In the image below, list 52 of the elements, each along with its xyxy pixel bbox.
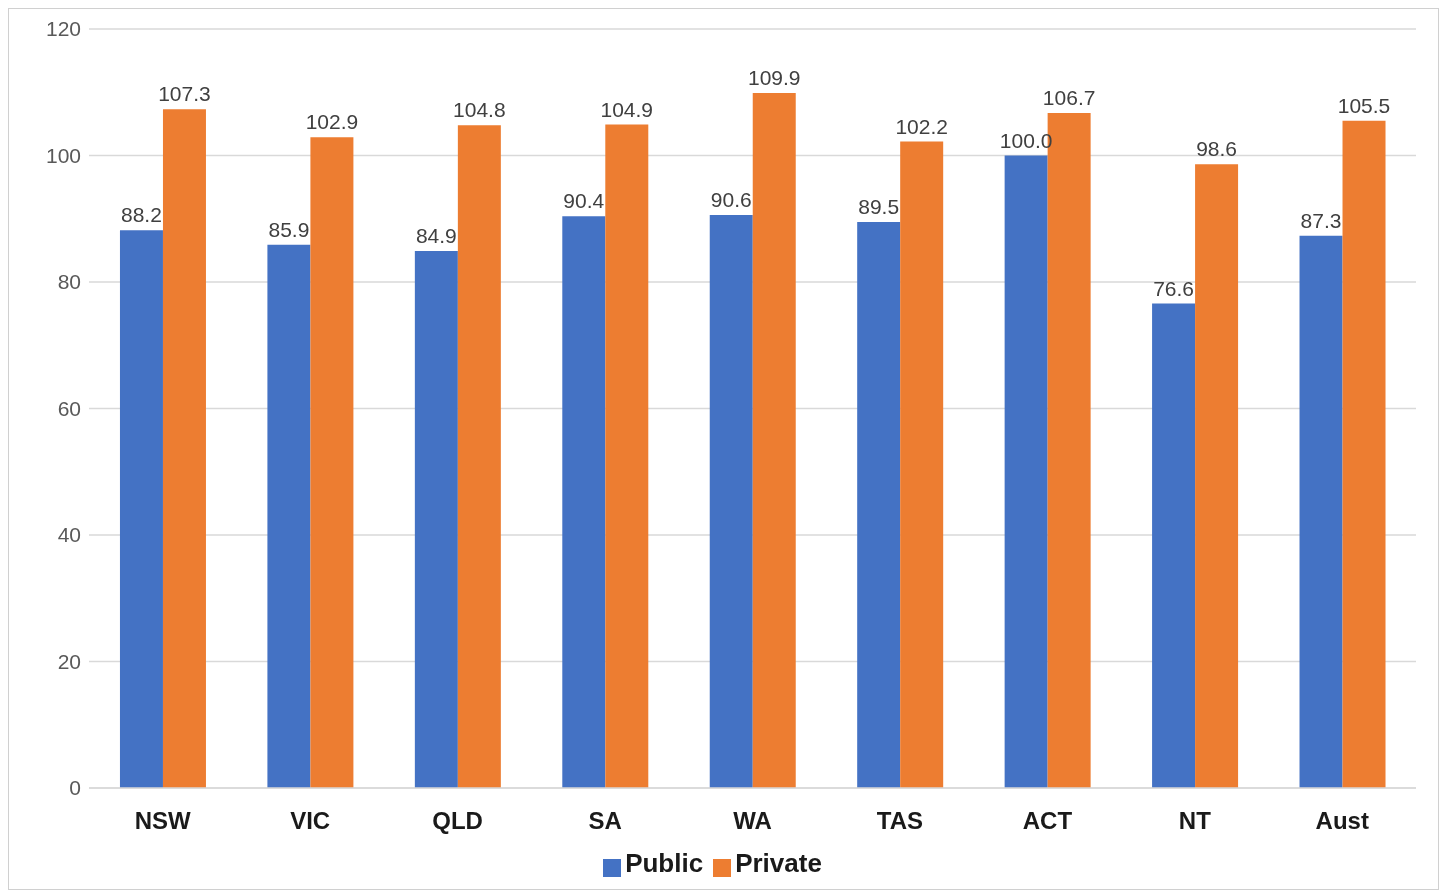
bar [267,244,311,788]
data-label: 87.3 [1300,208,1342,232]
data-label: 90.6 [710,187,752,211]
data-label: 90.4 [563,189,605,213]
data-label: 105.5 [1337,93,1391,117]
y-tick-label: 100 [45,143,81,167]
x-tick-label: Aust [1315,807,1369,835]
data-label: 106.7 [1042,86,1096,110]
x-tick-label: NT [1178,807,1212,835]
data-label: 107.3 [158,82,211,106]
bar [1195,164,1239,788]
y-tick-label: 20 [57,649,81,673]
bar [1299,235,1343,788]
bar [562,216,606,788]
bar [1004,155,1048,788]
y-tick-label: 40 [57,523,81,547]
y-tick-label: 120 [45,17,81,41]
bar [709,214,753,788]
data-label: 88.2 [121,203,162,227]
data-label: 89.5 [858,194,900,218]
data-label: 104.8 [453,98,506,122]
bar [900,141,944,788]
x-tick-label: SA [588,807,622,835]
y-tick-label: 60 [57,396,81,420]
x-tick-label: QLD [432,807,483,835]
data-label: 102.9 [305,110,359,134]
bar [162,109,206,788]
y-tick-label: 80 [57,270,81,294]
x-tick-label: TAS [876,807,924,835]
data-label: 85.9 [268,217,310,241]
bar [1152,303,1196,788]
bar [752,92,796,788]
x-tick-label: ACT [1022,807,1073,835]
bar [1342,120,1386,788]
data-label: 104.9 [600,97,654,121]
legend-label: Public [625,848,704,878]
bar [857,221,901,788]
data-label: 98.6 [1196,137,1238,161]
bar [119,230,163,788]
data-label: 84.9 [415,224,457,248]
bar [310,137,354,788]
y-tick-label: 0 [69,776,81,800]
legend-label: Private [735,848,822,878]
bar [457,125,501,788]
x-tick-label: WA [733,807,772,835]
x-tick-label: VIC [290,807,331,835]
data-label: 76.6 [1153,276,1195,300]
data-label: 109.9 [747,65,801,89]
data-label: 102.2 [895,114,948,138]
bar [414,251,458,788]
bar [605,124,649,788]
x-tick-label: NSW [134,807,192,835]
